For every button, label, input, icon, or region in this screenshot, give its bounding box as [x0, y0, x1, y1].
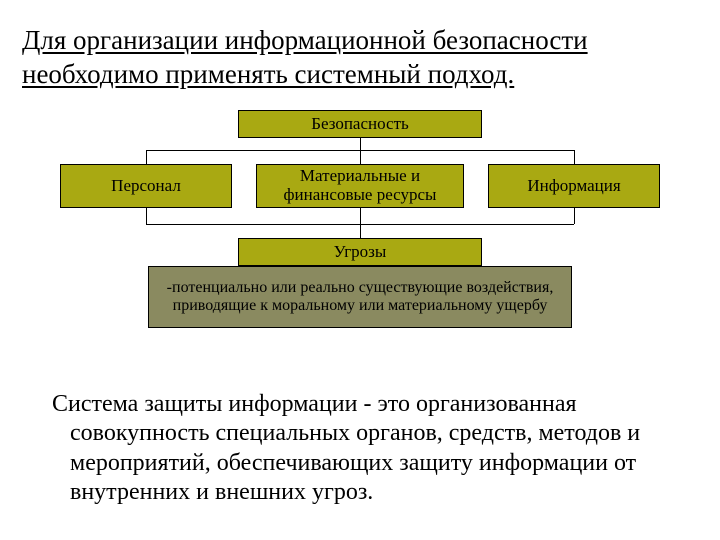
connector: [360, 208, 361, 224]
node-left: Персонал: [60, 164, 232, 208]
diagram: Безопасность Персонал Материальные и фин…: [0, 110, 720, 360]
node-label: Безопасность: [311, 115, 409, 134]
node-label: Персонал: [111, 177, 181, 196]
connector: [360, 150, 361, 164]
node-threat: Угрозы: [238, 238, 482, 266]
node-root: Безопасность: [238, 110, 482, 138]
connector: [146, 208, 147, 224]
node-label: -потенциально или реально существующие в…: [155, 279, 565, 314]
connector: [574, 150, 575, 164]
node-label: Угрозы: [334, 243, 387, 262]
node-right: Информация: [488, 164, 660, 208]
page-title: Для организации информационной безопасно…: [22, 24, 698, 92]
node-mid: Материальные и финансовые ресурсы: [256, 164, 464, 208]
node-desc: -потенциально или реально существующие в…: [148, 266, 572, 328]
footer-text: Система защиты информации - это организо…: [30, 390, 690, 507]
connector: [360, 138, 361, 150]
connector: [360, 224, 361, 238]
node-label: Информация: [527, 177, 620, 196]
connector: [146, 150, 147, 164]
connector: [574, 208, 575, 224]
node-label: Материальные и финансовые ресурсы: [263, 167, 457, 204]
